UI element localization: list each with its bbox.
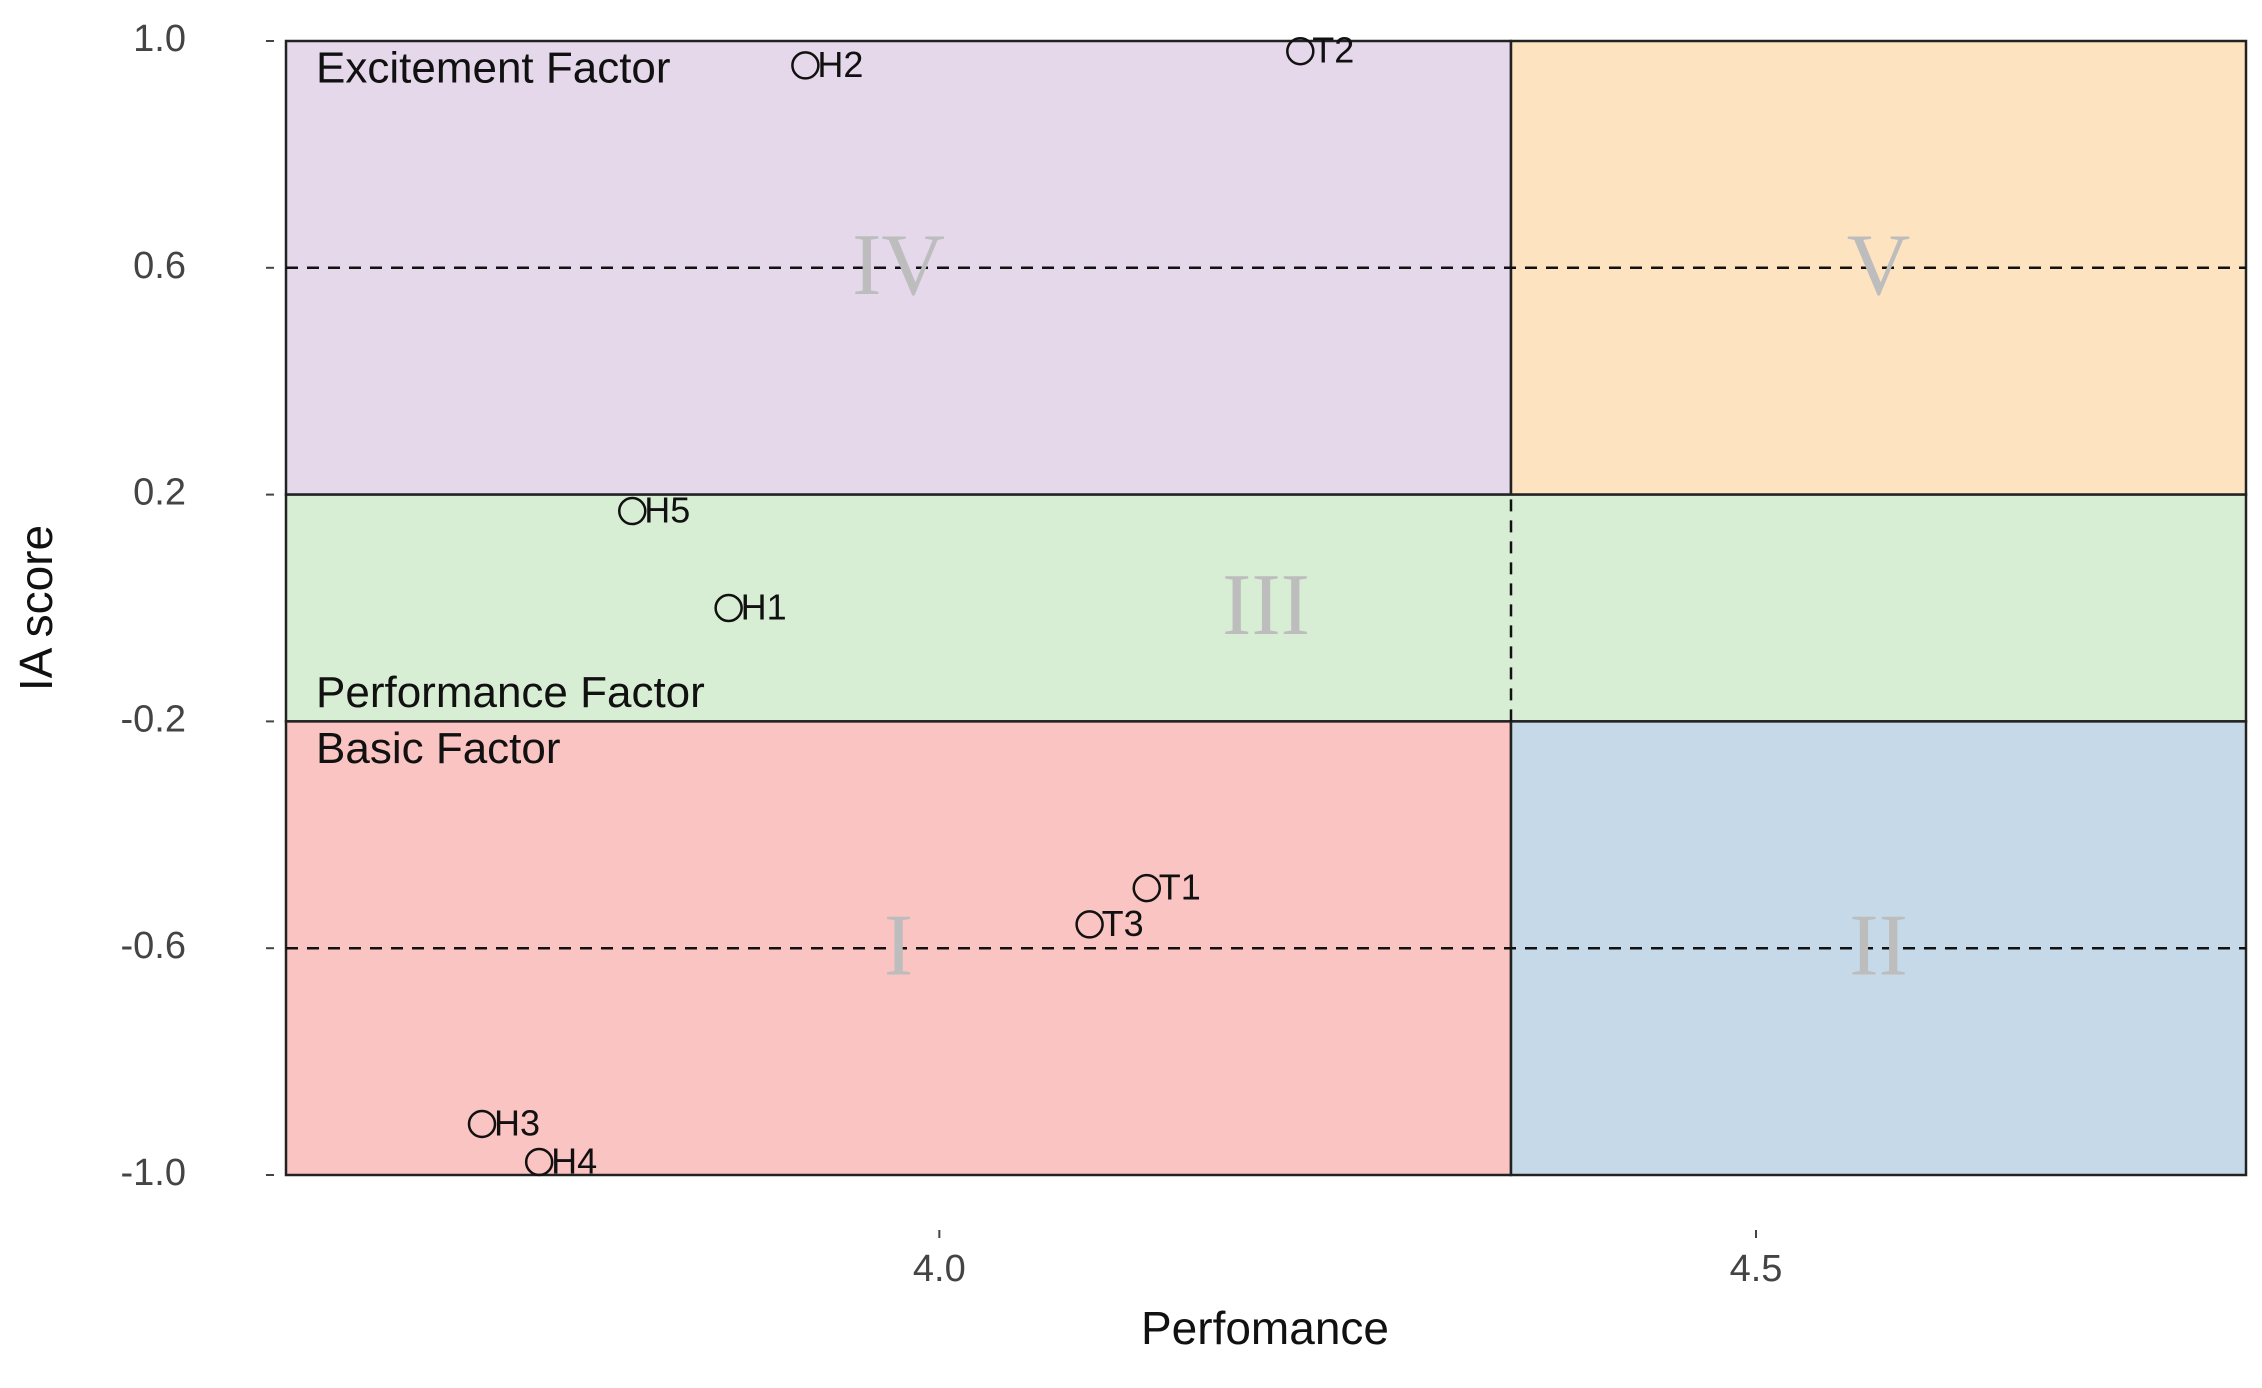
y-axis-title: IA score	[10, 525, 62, 691]
y-tick-label: 0.2	[133, 472, 186, 514]
region-label: II	[1849, 897, 1908, 994]
y-tick-label: -0.2	[121, 698, 186, 740]
point	[791, 51, 820, 80]
point-label: T1	[1159, 867, 1201, 908]
point-label: H5	[644, 490, 690, 531]
point	[618, 496, 647, 526]
point-label: H3	[494, 1102, 540, 1143]
y-tick-label: -1.0	[121, 1152, 186, 1194]
factor-label: Excitement Factor	[316, 44, 671, 93]
region-label: I	[884, 897, 913, 994]
point	[714, 593, 743, 623]
y-tick-label: -0.6	[121, 925, 186, 967]
region-label: III	[1222, 557, 1310, 654]
point	[1286, 36, 1315, 66]
point-label: H4	[551, 1140, 597, 1181]
factor-label: Basic Factor	[316, 724, 561, 773]
point-label: T3	[1102, 903, 1144, 944]
factor-label: Performance Factor	[316, 668, 705, 717]
point	[467, 1109, 497, 1139]
region-label: V	[1847, 217, 1911, 314]
point-label: T2	[1312, 30, 1354, 71]
y-tick-label: 1.0	[133, 18, 186, 60]
x-tick-label: 4.0	[913, 1248, 966, 1290]
x-axis-title: Perfomance	[1141, 1302, 1389, 1354]
point	[1132, 873, 1162, 903]
y-tick-label: 0.6	[133, 245, 186, 287]
point-label: H2	[817, 44, 863, 85]
point	[1075, 910, 1104, 939]
region-label: IV	[852, 217, 945, 314]
point-label: H1	[741, 587, 787, 628]
point	[524, 1147, 554, 1177]
region	[284, 493, 2248, 723]
x-tick-label: 4.5	[1730, 1248, 1783, 1290]
